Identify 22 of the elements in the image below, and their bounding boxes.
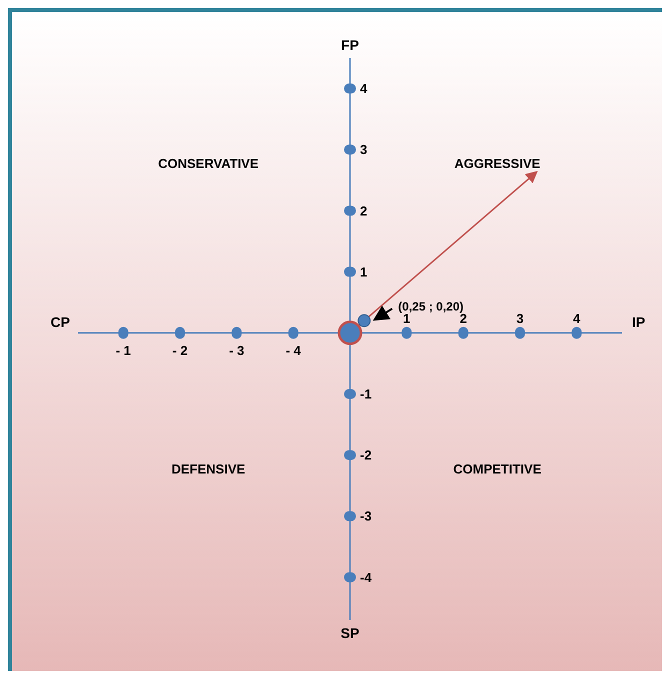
annotation: - 2 [172, 342, 188, 358]
annotation: - 1 [116, 342, 131, 358]
y-tick-label: -2 [360, 448, 372, 463]
annotation: - 4 [286, 342, 302, 358]
annotation: COMPETITIVE [453, 461, 542, 476]
y-tick-label: -3 [360, 508, 372, 524]
y-axis-title: FP [341, 37, 359, 53]
x-tick-label: 4 [573, 310, 582, 326]
y-tick-label: -4 [360, 570, 372, 585]
annotation: CONSERVATIVE [158, 156, 259, 171]
y-tick-label: 3 [360, 142, 368, 158]
x-tick-label: 3 [516, 310, 524, 326]
text: CP [50, 314, 70, 330]
text: SP [340, 625, 360, 641]
y-tick-label: 1 [360, 264, 368, 280]
annotation: AGGRESSIVE [454, 156, 541, 171]
y-tick-label: 4 [360, 81, 368, 96]
x-axis-title: IP [632, 314, 646, 330]
annotation: - 3 [229, 342, 244, 358]
y-tick-label: 2 [360, 203, 368, 218]
y-tick-label: -1 [360, 386, 372, 402]
annotation: DEFENSIVE [171, 461, 246, 476]
